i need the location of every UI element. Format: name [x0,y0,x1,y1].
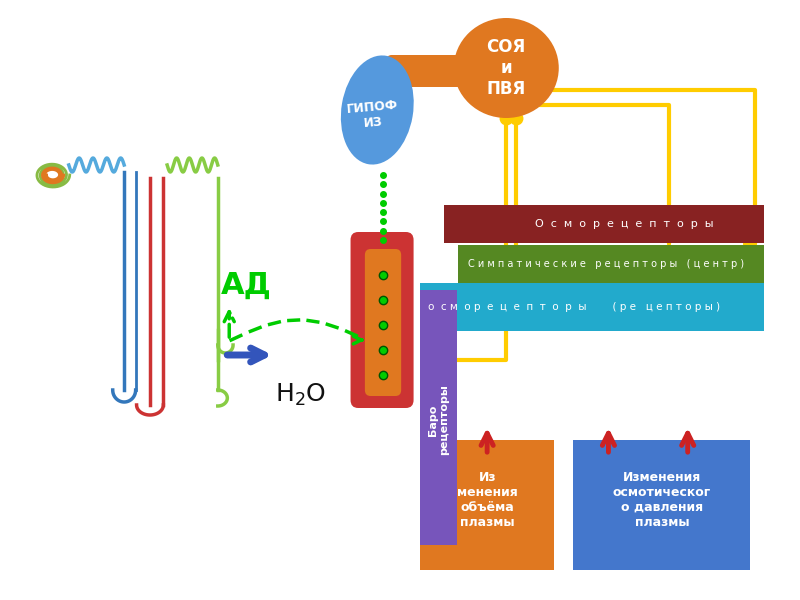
Text: H$_2$O: H$_2$O [275,382,326,408]
Text: Из
менения
объёма
плазмы: Из менения объёма плазмы [457,471,518,529]
FancyBboxPatch shape [350,232,414,408]
Text: о  с м  о р  е  ц  е  п  т  о  р  ы        ( р е   ц е п т о р ы ): о с м о р е ц е п т о р ы ( р е ц е п т … [428,302,720,312]
FancyBboxPatch shape [365,249,401,396]
FancyBboxPatch shape [573,440,750,570]
Ellipse shape [341,55,414,164]
Text: СОЯ
и
ПВЯ: СОЯ и ПВЯ [486,38,526,98]
Text: ГИПОФ
ИЗ: ГИПОФ ИЗ [346,99,399,131]
FancyBboxPatch shape [387,55,463,87]
Text: Баро
рецепторы: Баро рецепторы [428,385,450,455]
Text: С и м п а т и ч е с к и е   р е ц е п т о р ы   ( ц е н т р ): С и м п а т и ч е с к и е р е ц е п т о … [468,259,744,269]
FancyBboxPatch shape [420,283,764,331]
Text: АД: АД [221,271,272,299]
FancyBboxPatch shape [458,245,764,283]
Text: Изменения
осмотическог
о давления
плазмы: Изменения осмотическог о давления плазмы [613,471,711,529]
FancyBboxPatch shape [420,440,554,570]
Ellipse shape [454,18,558,118]
FancyBboxPatch shape [420,290,457,545]
FancyBboxPatch shape [444,205,764,243]
Text: О  с  м  о  р  е  ц  е  п  т  о  р  ы: О с м о р е ц е п т о р ы [535,219,714,229]
